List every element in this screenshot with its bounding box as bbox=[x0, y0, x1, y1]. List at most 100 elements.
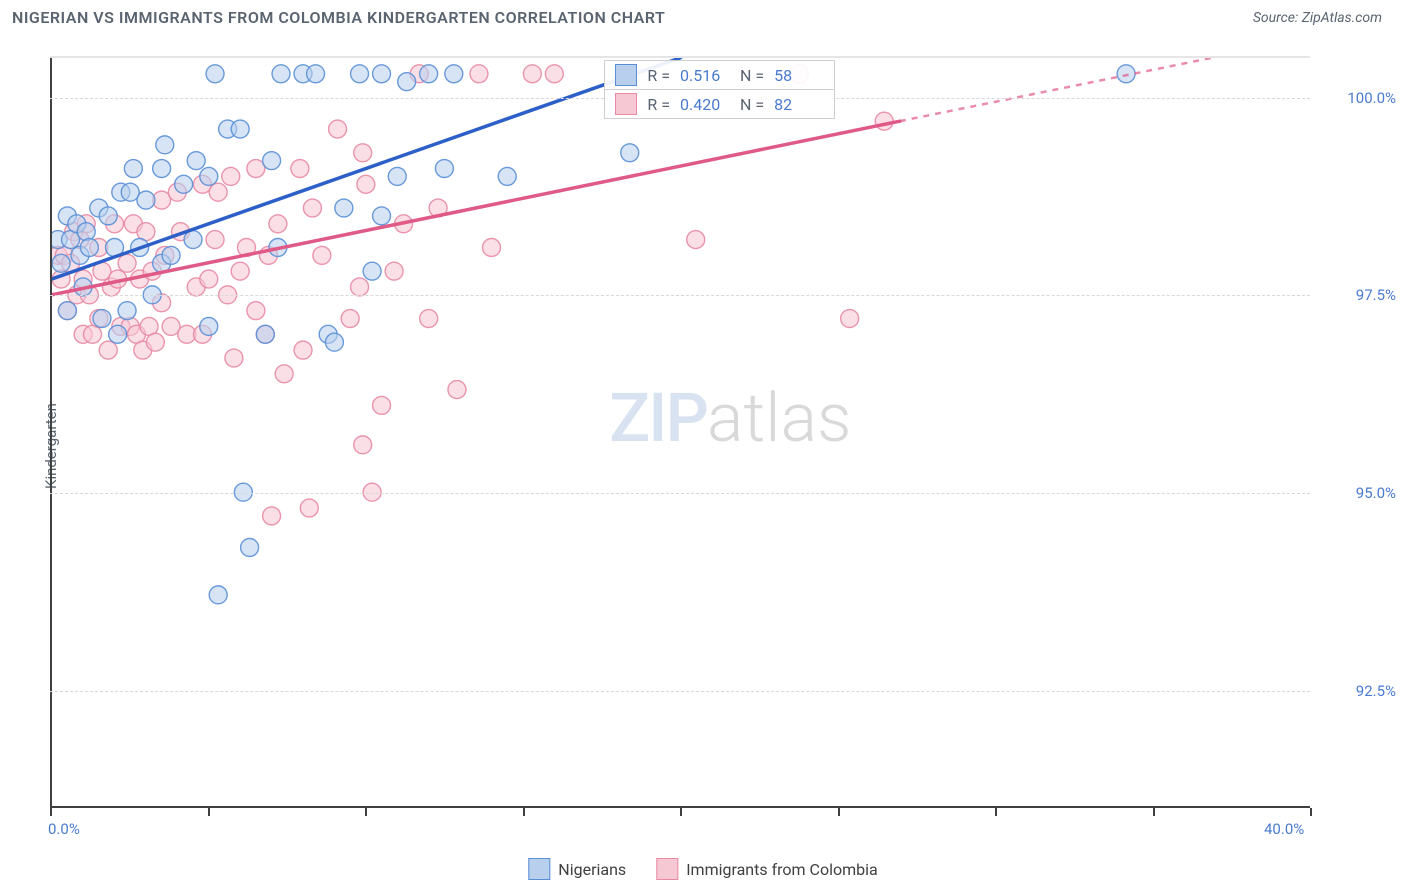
data-point bbox=[263, 152, 281, 170]
x-tick-label: 0.0% bbox=[48, 820, 80, 838]
data-point bbox=[373, 396, 391, 414]
data-point bbox=[222, 167, 240, 185]
data-point bbox=[209, 183, 227, 201]
data-point bbox=[1117, 65, 1135, 83]
data-point bbox=[470, 65, 488, 83]
data-point bbox=[373, 207, 391, 225]
data-point bbox=[335, 199, 353, 217]
legend-swatch bbox=[656, 858, 678, 880]
y-axis-line bbox=[50, 58, 52, 808]
data-point bbox=[175, 175, 193, 193]
data-point bbox=[388, 167, 406, 185]
data-point bbox=[294, 341, 312, 359]
data-point bbox=[234, 483, 252, 501]
gridline bbox=[50, 295, 1310, 296]
y-tick-label: 92.5% bbox=[1356, 682, 1396, 700]
data-point bbox=[153, 160, 171, 178]
x-tick bbox=[50, 808, 52, 816]
x-tick bbox=[995, 808, 997, 816]
data-point bbox=[307, 65, 325, 83]
data-point bbox=[498, 167, 516, 185]
scatter-plot bbox=[50, 58, 1310, 808]
chart-title: NIGERIAN VS IMMIGRANTS FROM COLOMBIA KIN… bbox=[12, 8, 665, 27]
legend-swatch bbox=[528, 858, 550, 880]
data-point bbox=[77, 223, 95, 241]
data-point bbox=[313, 246, 331, 264]
data-point bbox=[373, 65, 391, 83]
data-point bbox=[225, 349, 243, 367]
data-point bbox=[363, 262, 381, 280]
data-point bbox=[275, 365, 293, 383]
data-point bbox=[687, 231, 705, 249]
data-point bbox=[93, 310, 111, 328]
trendline-extension bbox=[900, 58, 1308, 121]
data-point bbox=[137, 191, 155, 209]
data-point bbox=[99, 207, 117, 225]
data-point bbox=[448, 381, 466, 399]
data-point bbox=[80, 238, 98, 256]
data-point bbox=[357, 175, 375, 193]
data-point bbox=[256, 325, 274, 343]
data-point bbox=[445, 65, 463, 83]
data-point bbox=[363, 483, 381, 501]
data-point bbox=[354, 144, 372, 162]
gridline bbox=[50, 691, 1310, 692]
data-point bbox=[206, 65, 224, 83]
data-point bbox=[272, 65, 290, 83]
legend-swatch bbox=[615, 93, 637, 115]
header: NIGERIAN VS IMMIGRANTS FROM COLOMBIA KIN… bbox=[0, 0, 1406, 33]
data-point bbox=[156, 136, 174, 154]
data-point bbox=[483, 238, 501, 256]
trendline bbox=[52, 58, 680, 279]
legend-item: Nigerians bbox=[528, 858, 626, 880]
y-tick-label: 97.5% bbox=[1356, 286, 1396, 304]
data-point bbox=[146, 333, 164, 351]
data-point bbox=[200, 317, 218, 335]
source-label: Source: ZipAtlas.com bbox=[1253, 10, 1382, 26]
data-point bbox=[523, 65, 541, 83]
correlation-legend: R =0.516N =58R =0.420N =82 bbox=[604, 60, 835, 119]
chart-area: ZIPatlas R =0.516N =58R =0.420N =82 92.5… bbox=[50, 56, 1310, 808]
x-tick bbox=[1153, 808, 1155, 816]
data-point bbox=[58, 302, 76, 320]
data-point bbox=[303, 199, 321, 217]
data-point bbox=[241, 538, 259, 556]
data-point bbox=[124, 160, 142, 178]
data-point bbox=[351, 65, 369, 83]
legend-swatch bbox=[615, 64, 637, 86]
x-tick bbox=[365, 808, 367, 816]
legend-label: Nigerians bbox=[558, 860, 626, 879]
legend-row: R =0.420N =82 bbox=[605, 90, 834, 118]
gridline bbox=[50, 493, 1310, 494]
data-point bbox=[209, 586, 227, 604]
data-point bbox=[841, 310, 859, 328]
data-point bbox=[99, 341, 117, 359]
trendline bbox=[52, 121, 900, 295]
data-point bbox=[354, 436, 372, 454]
data-point bbox=[187, 152, 205, 170]
x-tick bbox=[1310, 808, 1312, 816]
data-point bbox=[118, 254, 136, 272]
legend-label: Immigrants from Colombia bbox=[686, 860, 878, 879]
data-point bbox=[398, 73, 416, 91]
x-tick bbox=[523, 808, 525, 816]
data-point bbox=[247, 302, 265, 320]
data-point bbox=[621, 144, 639, 162]
x-tick bbox=[838, 808, 840, 816]
data-point bbox=[329, 120, 347, 138]
data-point bbox=[269, 215, 287, 233]
data-point bbox=[420, 310, 438, 328]
legend-item: Immigrants from Colombia bbox=[656, 858, 878, 880]
data-point bbox=[109, 325, 127, 343]
x-tick bbox=[680, 808, 682, 816]
data-point bbox=[341, 310, 359, 328]
x-tick bbox=[208, 808, 210, 816]
data-point bbox=[206, 231, 224, 249]
series-legend: Nigerians Immigrants from Colombia bbox=[528, 858, 877, 880]
data-point bbox=[52, 254, 70, 272]
legend-row: R =0.516N =58 bbox=[605, 61, 834, 90]
data-point bbox=[325, 333, 343, 351]
data-point bbox=[162, 246, 180, 264]
data-point bbox=[263, 507, 281, 525]
data-point bbox=[118, 302, 136, 320]
